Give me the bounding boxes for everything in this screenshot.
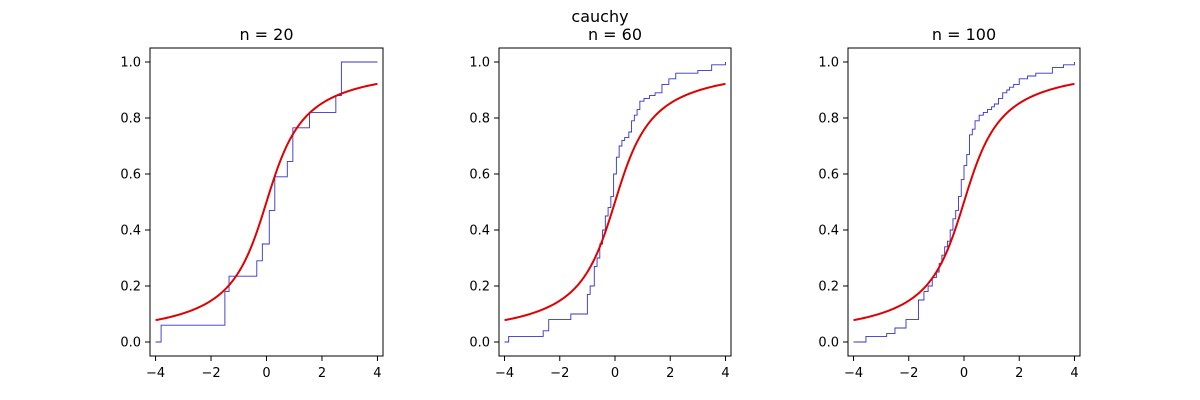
- x-tick-label: −4: [146, 366, 165, 381]
- y-tick-label: 1.0: [469, 56, 490, 71]
- ecdf-step-line: [853, 62, 1075, 343]
- cauchy-cdf-line: [155, 82, 378, 322]
- subplot-title: n = 100: [932, 25, 996, 44]
- figure-suptitle: cauchy: [571, 7, 628, 26]
- y-tick-label: 0.0: [120, 336, 141, 351]
- y-tick-label: 0.6: [818, 168, 839, 183]
- x-tick-label: 0: [262, 366, 270, 381]
- x-tick-label: −4: [844, 366, 863, 381]
- x-tick-label: 4: [721, 366, 729, 381]
- y-tick-label: 0.4: [120, 224, 141, 239]
- ecdf-step-line: [155, 61, 378, 343]
- cauchy-cdf-line: [504, 82, 726, 322]
- y-tick-label: 0.0: [469, 336, 490, 351]
- x-tick-label: 2: [1015, 366, 1023, 381]
- x-tick-label: 0: [611, 366, 619, 381]
- y-tick-label: 0.6: [120, 168, 141, 183]
- subplot-1: n = 20 −4 −2 0 2 4 0.0 0.2 0.4 0.6 0.8 1.0: [120, 25, 384, 381]
- x-tick-label: −4: [495, 366, 514, 381]
- x-tick-label: 4: [1070, 366, 1078, 381]
- cauchy-cdf-line: [853, 82, 1075, 322]
- y-tick-label: 0.2: [469, 280, 490, 295]
- y-tick-label: 0.6: [469, 168, 490, 183]
- subplot-title: n = 60: [588, 25, 642, 44]
- y-tick-label: 1.0: [818, 56, 839, 71]
- y-tick-label: 0.2: [120, 280, 141, 295]
- x-tick-label: −2: [550, 366, 569, 381]
- x-tick-label: 2: [318, 366, 326, 381]
- x-tick-label: −2: [899, 366, 918, 381]
- subplot-title: n = 20: [239, 25, 293, 44]
- subplot-grid: n = 20 −4 −2 0 2 4 0.0 0.2 0.4 0.6 0.8 1.0 n = 60 −4 −…: [120, 25, 1081, 381]
- y-tick-label: 0.0: [818, 336, 839, 351]
- y-tick-label: 0.8: [120, 112, 141, 127]
- y-tick-label: 0.8: [469, 112, 490, 127]
- y-tick-label: 0.2: [818, 280, 839, 295]
- y-tick-label: 0.4: [469, 224, 490, 239]
- x-tick-label: −2: [201, 366, 220, 381]
- x-tick-label: 0: [960, 366, 968, 381]
- x-tick-label: 4: [373, 366, 381, 381]
- x-tick-label: 2: [666, 366, 674, 381]
- y-tick-label: 0.8: [818, 112, 839, 127]
- subplot-3: n = 100 −4 −2 0 2 4 0.0 0.2 0.4 0.6 0.8 1.0: [818, 25, 1081, 381]
- y-tick-label: 1.0: [120, 56, 141, 71]
- y-tick-label: 0.4: [818, 224, 839, 239]
- subplot-2: n = 60 −4 −2 0 2 4 0.0 0.2 0.4 0.6 0.8 1.0: [469, 25, 732, 381]
- ecdf-step-line: [504, 62, 726, 343]
